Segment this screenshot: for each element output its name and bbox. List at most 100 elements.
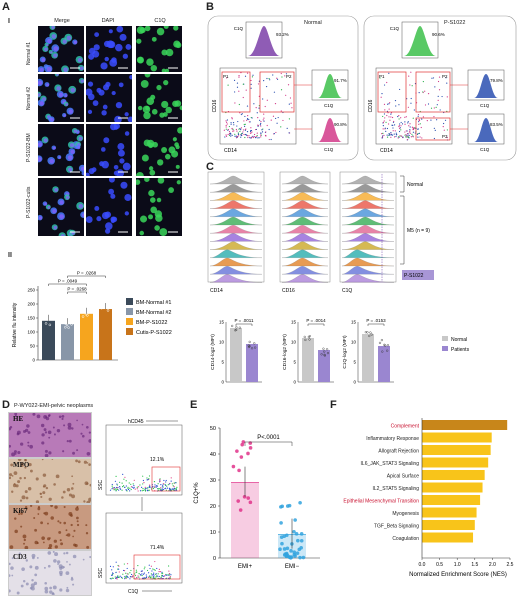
tissue-mark bbox=[41, 441, 45, 445]
event-dot bbox=[162, 485, 164, 487]
event-dot bbox=[116, 487, 118, 489]
event-dot bbox=[159, 480, 161, 482]
scatter-box bbox=[219, 67, 297, 145]
event-dot bbox=[226, 123, 228, 125]
axis-label-ssc: SSC bbox=[98, 567, 104, 578]
tissue-mark bbox=[53, 559, 57, 563]
event-dot bbox=[167, 484, 169, 486]
dot bbox=[280, 541, 284, 546]
tissue-mark bbox=[31, 578, 34, 582]
tissue-mark bbox=[71, 427, 74, 430]
event-dot bbox=[134, 574, 137, 577]
event-dot bbox=[256, 112, 258, 114]
event-dot bbox=[433, 137, 435, 140]
cell-mark bbox=[124, 193, 132, 202]
event-dot bbox=[400, 135, 403, 137]
event-dot bbox=[382, 128, 384, 130]
micrograph bbox=[38, 124, 84, 176]
tissue-mark bbox=[62, 450, 65, 453]
nucleus-mark bbox=[56, 86, 61, 91]
tissue-mark bbox=[44, 581, 47, 585]
tissue-mark bbox=[83, 460, 88, 464]
cell-mark bbox=[88, 53, 95, 60]
tissue-mark bbox=[66, 533, 71, 537]
event-dot bbox=[446, 82, 448, 84]
nucleus-mark bbox=[53, 225, 58, 230]
nucleus-mark bbox=[60, 234, 65, 236]
event-dot bbox=[130, 486, 133, 488]
axis-label-c1q: C1Q bbox=[480, 147, 490, 152]
p-value: P<.0001 bbox=[257, 435, 280, 441]
event-dot bbox=[155, 575, 158, 577]
cell-mark bbox=[115, 101, 123, 109]
event-dot bbox=[130, 576, 132, 578]
y-tick-label: 200 bbox=[27, 302, 35, 307]
row-normal-1: Normal #1 bbox=[26, 41, 32, 65]
histogram-row bbox=[209, 216, 263, 226]
tissue-mark bbox=[40, 492, 42, 495]
event-dot bbox=[118, 565, 120, 567]
event-dot bbox=[231, 127, 233, 130]
event-dot bbox=[288, 132, 290, 134]
event-dot bbox=[400, 117, 402, 119]
nucleus-mark bbox=[80, 166, 84, 171]
tissue-mark bbox=[61, 414, 65, 418]
tissue-mark bbox=[40, 495, 43, 498]
event-dot bbox=[161, 486, 163, 488]
nucleus-mark bbox=[38, 216, 43, 220]
event-dot bbox=[111, 572, 114, 574]
event-dot bbox=[275, 117, 277, 120]
tissue-mark bbox=[72, 482, 75, 485]
event-dot bbox=[382, 132, 384, 134]
histogram-row bbox=[341, 200, 395, 209]
tissue-mark bbox=[29, 505, 33, 507]
event-dot bbox=[287, 84, 290, 86]
event-dot bbox=[431, 77, 433, 79]
event-dot bbox=[404, 116, 406, 118]
tissue-mark bbox=[50, 516, 54, 520]
event-dot bbox=[390, 112, 393, 114]
tissue-mark bbox=[86, 482, 89, 485]
cell-mark bbox=[176, 180, 181, 185]
event-dot bbox=[148, 484, 151, 486]
tissue-mark bbox=[65, 534, 68, 537]
event-dot bbox=[252, 74, 254, 76]
event-dot bbox=[134, 488, 136, 490]
tissue-mark bbox=[55, 474, 60, 479]
event-dot bbox=[409, 84, 411, 86]
tissue-mark bbox=[65, 571, 70, 576]
tissue-mark bbox=[56, 560, 61, 564]
event-dot bbox=[121, 489, 123, 491]
tissue-mark bbox=[61, 496, 64, 499]
event-dot bbox=[398, 130, 401, 133]
term-label: Allograft Rejection bbox=[378, 449, 419, 455]
cell-mark bbox=[172, 137, 177, 142]
event-dot bbox=[172, 485, 174, 487]
tissue-mark bbox=[44, 586, 49, 591]
event-dot bbox=[244, 75, 247, 77]
event-dot bbox=[244, 123, 246, 125]
event-dot bbox=[242, 96, 244, 99]
event-dot bbox=[150, 573, 152, 575]
nes-bar bbox=[422, 532, 474, 543]
p-value: P = .0268 bbox=[67, 287, 87, 292]
nucleus-mark bbox=[68, 167, 73, 172]
event-dot bbox=[141, 490, 143, 492]
stain-label: CD3 bbox=[13, 553, 27, 561]
event-dot bbox=[146, 576, 148, 578]
event-dot bbox=[386, 110, 389, 112]
event-dot bbox=[418, 118, 420, 121]
tissue-mark bbox=[42, 541, 45, 544]
event-dot bbox=[437, 95, 439, 97]
axis-label-c1q: C1Q bbox=[324, 103, 334, 108]
event-dot bbox=[404, 123, 406, 125]
event-dot bbox=[268, 138, 270, 141]
event-dot bbox=[418, 132, 420, 134]
cell-mark bbox=[111, 90, 116, 96]
dot bbox=[279, 535, 284, 539]
cell-mark bbox=[150, 197, 156, 203]
event-dot bbox=[165, 489, 167, 491]
event-dot bbox=[115, 489, 117, 492]
col-merge: Merge bbox=[54, 18, 70, 24]
event-dot bbox=[385, 130, 387, 132]
